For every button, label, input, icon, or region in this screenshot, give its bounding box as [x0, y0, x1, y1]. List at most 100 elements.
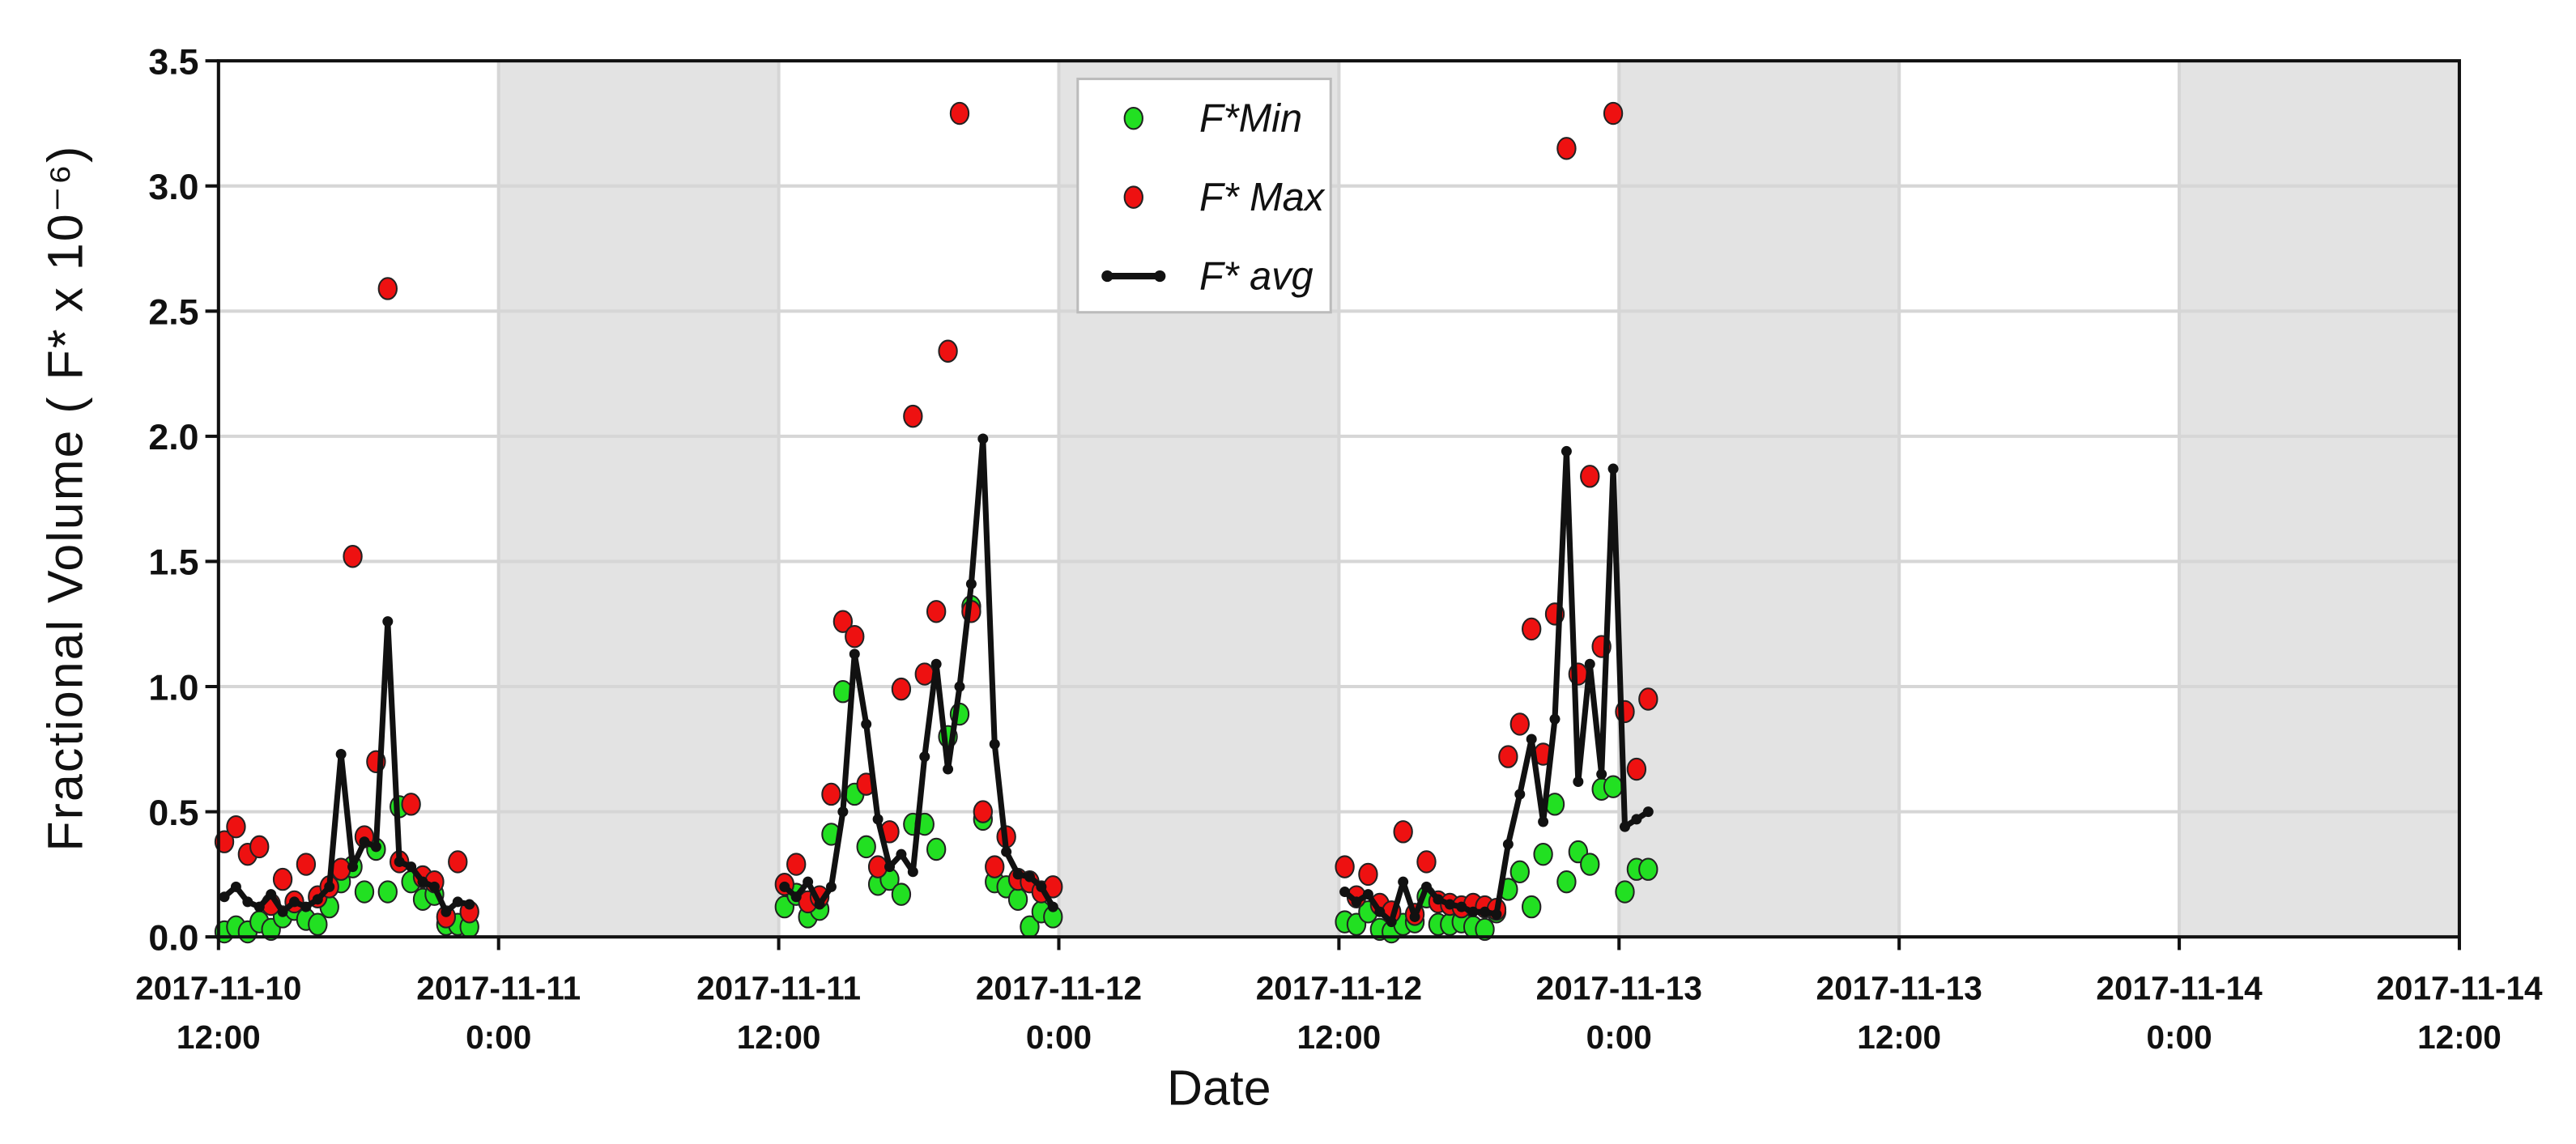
- point: [377, 880, 398, 904]
- avg-point: [1362, 889, 1373, 900]
- avg-point: [1538, 816, 1549, 827]
- point: [1007, 887, 1028, 912]
- avg-point: [370, 841, 381, 853]
- y-tick-label: 1.5: [148, 543, 198, 583]
- avg-point: [417, 876, 428, 887]
- avg-point: [441, 906, 452, 917]
- avg-point: [861, 718, 872, 729]
- x-tick-label: 2017-11-13 12:00: [1816, 969, 1982, 1056]
- avg-point: [312, 894, 323, 905]
- point: [938, 339, 958, 363]
- avg-point: [1001, 846, 1012, 857]
- point: [985, 855, 1005, 878]
- avg-point: [1433, 894, 1444, 905]
- avg-point: [428, 881, 440, 892]
- avg-point: [1549, 713, 1561, 725]
- avg-point: [954, 681, 965, 692]
- night-band: [2179, 61, 2459, 938]
- avg-point: [1561, 445, 1572, 457]
- avg-point: [1584, 658, 1595, 670]
- avg-point: [242, 896, 253, 908]
- point: [1556, 137, 1577, 160]
- avg-point: [277, 906, 288, 917]
- avg-point: [382, 616, 394, 627]
- avg-point: [872, 814, 884, 825]
- avg-point: [1573, 776, 1584, 788]
- x-tick-label: 2017-11-11 0:00: [416, 969, 581, 1056]
- avg-point: [779, 881, 790, 892]
- point: [1533, 842, 1553, 866]
- avg-point: [1480, 906, 1491, 917]
- y-tick-label: 3.5: [148, 42, 198, 82]
- night-band: [1619, 61, 1900, 938]
- point: [973, 800, 993, 823]
- point: [845, 624, 865, 649]
- avg-point: [1502, 839, 1514, 850]
- y-tick-label: 0.5: [148, 793, 198, 833]
- avg-point: [1642, 806, 1654, 818]
- legend-swatch: [1154, 270, 1166, 283]
- y-tick-label: 2.0: [148, 418, 198, 457]
- avg-point: [1351, 896, 1362, 908]
- avg-point: [359, 836, 370, 848]
- y-tick-label: 1.0: [148, 668, 198, 708]
- avg-point: [907, 866, 918, 878]
- point: [377, 277, 398, 300]
- avg-point: [464, 899, 475, 910]
- avg-point: [919, 751, 930, 763]
- shade-layer: [498, 61, 2459, 938]
- avg-point: [406, 861, 417, 873]
- point: [821, 782, 841, 806]
- point: [1615, 880, 1635, 904]
- point: [949, 101, 970, 125]
- avg-point: [837, 806, 849, 818]
- avg-point: [1339, 887, 1351, 898]
- point: [891, 882, 912, 906]
- point: [1358, 862, 1378, 887]
- avg-point: [1491, 908, 1502, 920]
- avg-point: [849, 649, 860, 660]
- avg-point: [219, 891, 230, 903]
- point: [1603, 101, 1624, 125]
- point: [401, 793, 421, 816]
- point: [1580, 853, 1600, 876]
- point: [914, 662, 935, 686]
- point: [343, 545, 363, 568]
- point: [926, 600, 947, 623]
- avg-point: [1619, 821, 1630, 832]
- night-band: [498, 61, 779, 938]
- legend-swatch: [1123, 185, 1143, 209]
- y-tick-label: 2.5: [148, 293, 198, 333]
- avg-point: [1047, 901, 1058, 912]
- point: [296, 853, 317, 876]
- avg-point: [790, 891, 802, 903]
- x-tick-label: 2017-11-14 0:00: [2096, 969, 2263, 1056]
- point: [903, 404, 923, 428]
- x-tick-label: 2017-11-10 12:00: [135, 969, 301, 1056]
- y-axis-title: Fractional Volume ( F* x 10⁻⁶): [37, 145, 92, 852]
- avg-point: [394, 856, 405, 867]
- avg-point: [266, 889, 277, 900]
- legend-swatch: [1101, 270, 1113, 283]
- point: [249, 835, 270, 859]
- point: [308, 912, 328, 936]
- avg-point: [452, 896, 463, 908]
- avg-point: [977, 433, 989, 444]
- point: [1393, 820, 1413, 844]
- point: [1335, 855, 1355, 878]
- avg-point: [896, 848, 907, 860]
- x-tick-label: 2017-11-13 0:00: [1536, 969, 1702, 1056]
- legend: F*Min F* Max F* avg: [1076, 77, 1332, 314]
- x-tick-label: 2017-11-12 0:00: [976, 969, 1142, 1056]
- x-tick-label: 2017-11-11 12:00: [696, 969, 861, 1056]
- avg-point: [965, 578, 977, 589]
- point: [1509, 860, 1530, 884]
- avg-point: [989, 738, 1000, 750]
- avg-point: [1374, 906, 1386, 917]
- avg-point: [1409, 911, 1420, 922]
- avg-point: [1444, 899, 1455, 910]
- avg-point: [1631, 814, 1642, 825]
- x-axis-title: Date: [1167, 1060, 1271, 1115]
- point: [1522, 617, 1542, 641]
